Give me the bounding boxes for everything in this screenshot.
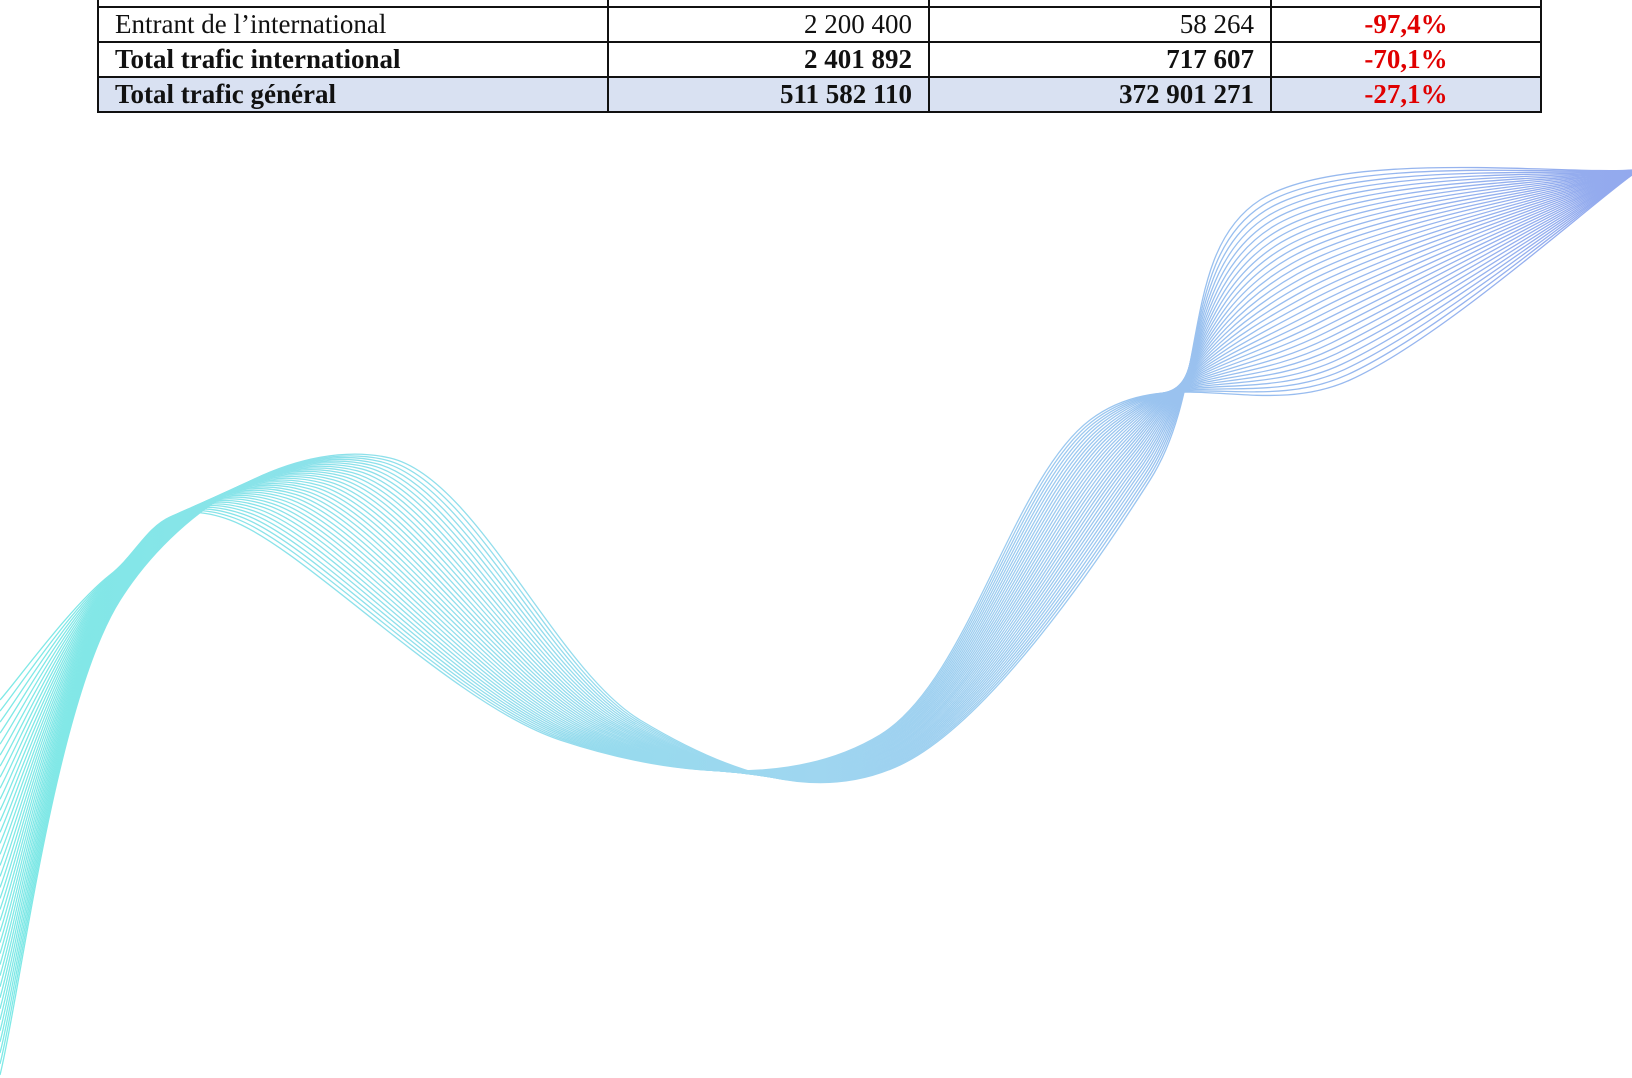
wave-line — [0, 170, 1632, 1021]
wave-line — [0, 170, 1632, 1009]
table-cell: Total trafic général — [97, 76, 609, 113]
wave-line — [0, 173, 1632, 789]
wave-line — [0, 174, 1632, 773]
wave-line — [0, 174, 1632, 772]
wave-line — [0, 173, 1632, 773]
wave-line — [0, 173, 1632, 773]
table-body: Entrant de l’international 2 200 400 58 26… — [97, 0, 1542, 113]
wave-line — [0, 173, 1632, 778]
wave-line — [0, 170, 1632, 965]
wave-line — [0, 170, 1632, 976]
table-cell: Total trafic international — [97, 41, 609, 78]
table-cell: 372 901 271 — [928, 76, 1272, 113]
wave-line — [0, 166, 1632, 1076]
wave-line — [0, 172, 1632, 855]
wave-lines — [0, 166, 1632, 1076]
table-cell: -70,1% — [1270, 41, 1542, 78]
table-row: Total trafic général 511 582 110 372 901 2… — [97, 76, 1542, 113]
wave-line — [0, 169, 1632, 1054]
table-cell: Entrant de l’international — [97, 6, 609, 43]
traffic-table: Entrant de l’international 2 200 400 58 26… — [97, 0, 1542, 113]
cut-row — [97, 0, 1542, 8]
wave-line — [0, 171, 1632, 899]
table-cell: 717 607 — [928, 41, 1272, 78]
wave-line — [0, 170, 1632, 987]
wave-line — [0, 171, 1632, 943]
table-cell: 2 401 892 — [607, 41, 930, 78]
wave-line — [0, 174, 1632, 773]
wave-line — [0, 171, 1632, 921]
table-cell: 511 582 110 — [607, 76, 930, 113]
wave-line — [0, 171, 1632, 932]
table-cell: -97,4% — [1270, 6, 1542, 43]
table-cell: 58 264 — [928, 6, 1272, 43]
table-cell: -27,1% — [1270, 76, 1542, 113]
table-row: Entrant de l’international 2 200 400 58 26… — [97, 6, 1542, 43]
table-row: Total trafic international 2 401 892 717 6… — [97, 41, 1542, 78]
wave-line — [0, 174, 1632, 772]
wave-line — [0, 169, 1632, 1032]
wave-line — [0, 169, 1632, 1065]
wave-line — [0, 173, 1632, 773]
table-cell: 2 200 400 — [607, 6, 930, 43]
